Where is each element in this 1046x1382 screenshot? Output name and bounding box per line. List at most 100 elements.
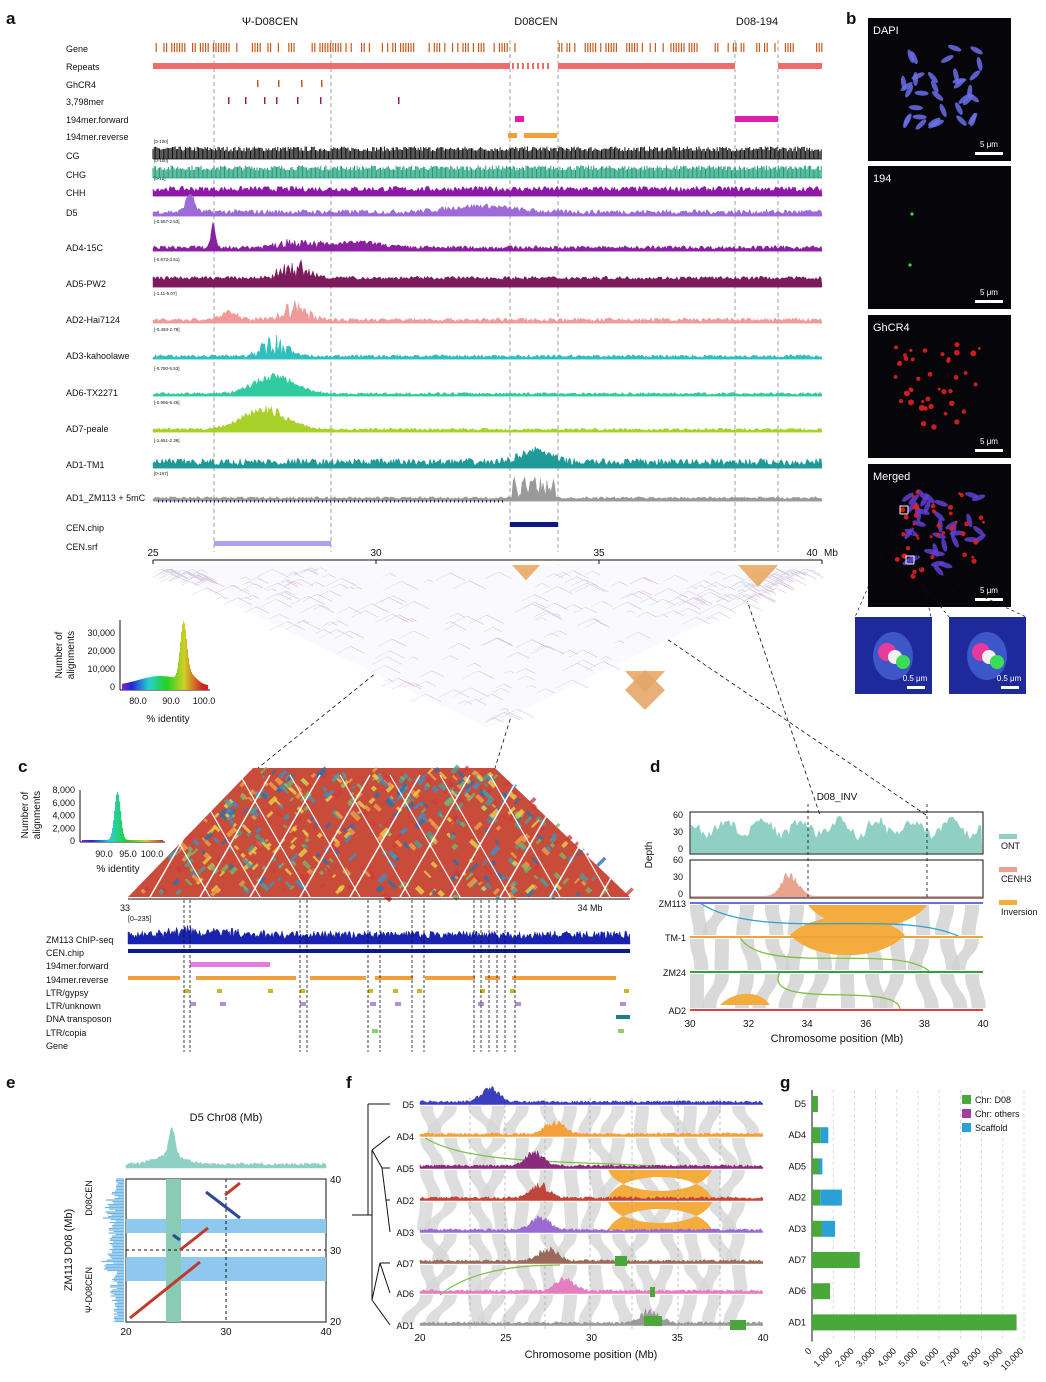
identity-dot: [586, 661, 604, 671]
methyl-mark: [306, 500, 307, 503]
heatmap-cell: [450, 764, 461, 775]
chromosome-blob: [938, 562, 953, 569]
identity-dot: [741, 589, 747, 593]
heatmap-cell: [466, 792, 477, 802]
signal-spot: [960, 531, 966, 537]
heatmap-cell: [322, 772, 329, 779]
identity-dot: [275, 599, 293, 608]
identity-dot: [302, 619, 310, 624]
synteny-ribbon: [879, 974, 904, 1008]
heatmap-cell: [533, 864, 541, 872]
heatmap-cell: [388, 850, 399, 861]
identity-dot: [284, 592, 292, 596]
methyl-mark: [378, 500, 379, 503]
inset-ylabel: Number of: [54, 631, 65, 678]
methyl-mark: [210, 500, 211, 503]
inset-hist-bar: [135, 840, 137, 842]
synteny-ribbon: [476, 1265, 505, 1291]
heatmap-cell: [512, 790, 517, 795]
identity-dot: [389, 679, 395, 683]
x-tick-label: 0: [803, 1346, 814, 1357]
chromosome-blob: [915, 119, 927, 130]
ltr-unknown-mark: [515, 1002, 521, 1006]
heatmap-cell: [499, 874, 506, 881]
synteny-ribbon: [961, 905, 979, 935]
scale-bar-label: 5 μm: [980, 586, 998, 595]
inset-hist-bar: [162, 840, 164, 842]
inset-hist-bar: [188, 657, 190, 690]
heatmap-cell: [312, 825, 318, 831]
identity-dot: [244, 576, 251, 580]
track-scale: [-0.873-3.51]: [154, 257, 180, 262]
identity-dot: [238, 596, 246, 601]
identity-dot: [292, 595, 300, 600]
identity-dot: [767, 587, 777, 593]
inset-hist-bar: [146, 677, 148, 690]
heatmap-cell: [414, 885, 425, 895]
identity-dot: [797, 571, 807, 576]
identity-dot: [286, 578, 297, 585]
identity-dot: [420, 670, 433, 677]
heatmap-cell: [473, 875, 482, 884]
heatmap-cell: [438, 771, 448, 780]
heatmap-band: [339, 774, 411, 898]
zoom-box: [905, 555, 915, 565]
heatmap-cell: [453, 790, 459, 795]
heatmap-cell: [585, 886, 593, 894]
identity-dot: [715, 581, 728, 589]
heatmap-cell: [257, 876, 266, 885]
heatmap-cell: [220, 813, 228, 821]
identity-dot: [602, 600, 613, 607]
heatmap-cell: [278, 862, 285, 869]
heatmap-cell: [395, 806, 403, 813]
heatmap-cell: [427, 817, 435, 825]
identity-dot: [594, 618, 600, 622]
identity-dot: [563, 604, 574, 610]
identity-dot: [650, 598, 663, 606]
identity-dot: [449, 613, 458, 618]
methyl-mark: [446, 500, 447, 503]
identity-dot: [288, 571, 294, 575]
heatmap-cell: [335, 884, 346, 895]
gene-mark: [327, 43, 329, 52]
inset-hist-bar: [157, 676, 159, 690]
identity-dot: [774, 573, 792, 583]
chromosome-blob: [952, 78, 967, 84]
identity-dot: [497, 637, 513, 646]
heatmap-cell: [367, 871, 376, 880]
heatmap-cell: [158, 888, 165, 895]
identity-dot: [775, 567, 790, 576]
bar-scaffold: [820, 1189, 842, 1206]
heatmap-cell: [240, 882, 249, 892]
heatmap-cell: [232, 822, 238, 828]
heatmap-cell: [500, 797, 506, 803]
synteny-ribbon: [588, 1138, 616, 1166]
axis-label: Chromosome position (Mb): [525, 1349, 658, 1361]
heatmap-cell: [387, 832, 393, 837]
inset-hist-bar: [189, 664, 191, 690]
heatmap-cell: [347, 796, 357, 805]
methyl-mark: [298, 500, 299, 503]
methyl-mark: [274, 500, 275, 503]
signal-spot: [929, 535, 933, 539]
signal-spot: [949, 400, 955, 406]
inset-ytick: 20,000: [87, 646, 115, 656]
synteny-ribbon: [940, 974, 968, 1008]
synteny-ribbon: [540, 1265, 557, 1291]
identity-dot: [374, 650, 390, 659]
heatmap-cell: [300, 777, 310, 787]
gene-mark: [790, 43, 792, 52]
identity-dot: [233, 584, 239, 588]
signal-spot: [981, 520, 985, 524]
identity-dot: [541, 602, 555, 611]
identity-dot: [688, 607, 702, 615]
synteny-ribbon: [934, 905, 954, 935]
synteny-ribbon: [560, 1138, 577, 1166]
identity-dot: [547, 645, 565, 655]
identity-dot: [536, 617, 542, 621]
heatmap-band: [549, 774, 621, 898]
heatmap-cell: [420, 807, 427, 814]
synteny-ribbon: [468, 1234, 493, 1261]
inset-hist-bar: [124, 683, 126, 690]
